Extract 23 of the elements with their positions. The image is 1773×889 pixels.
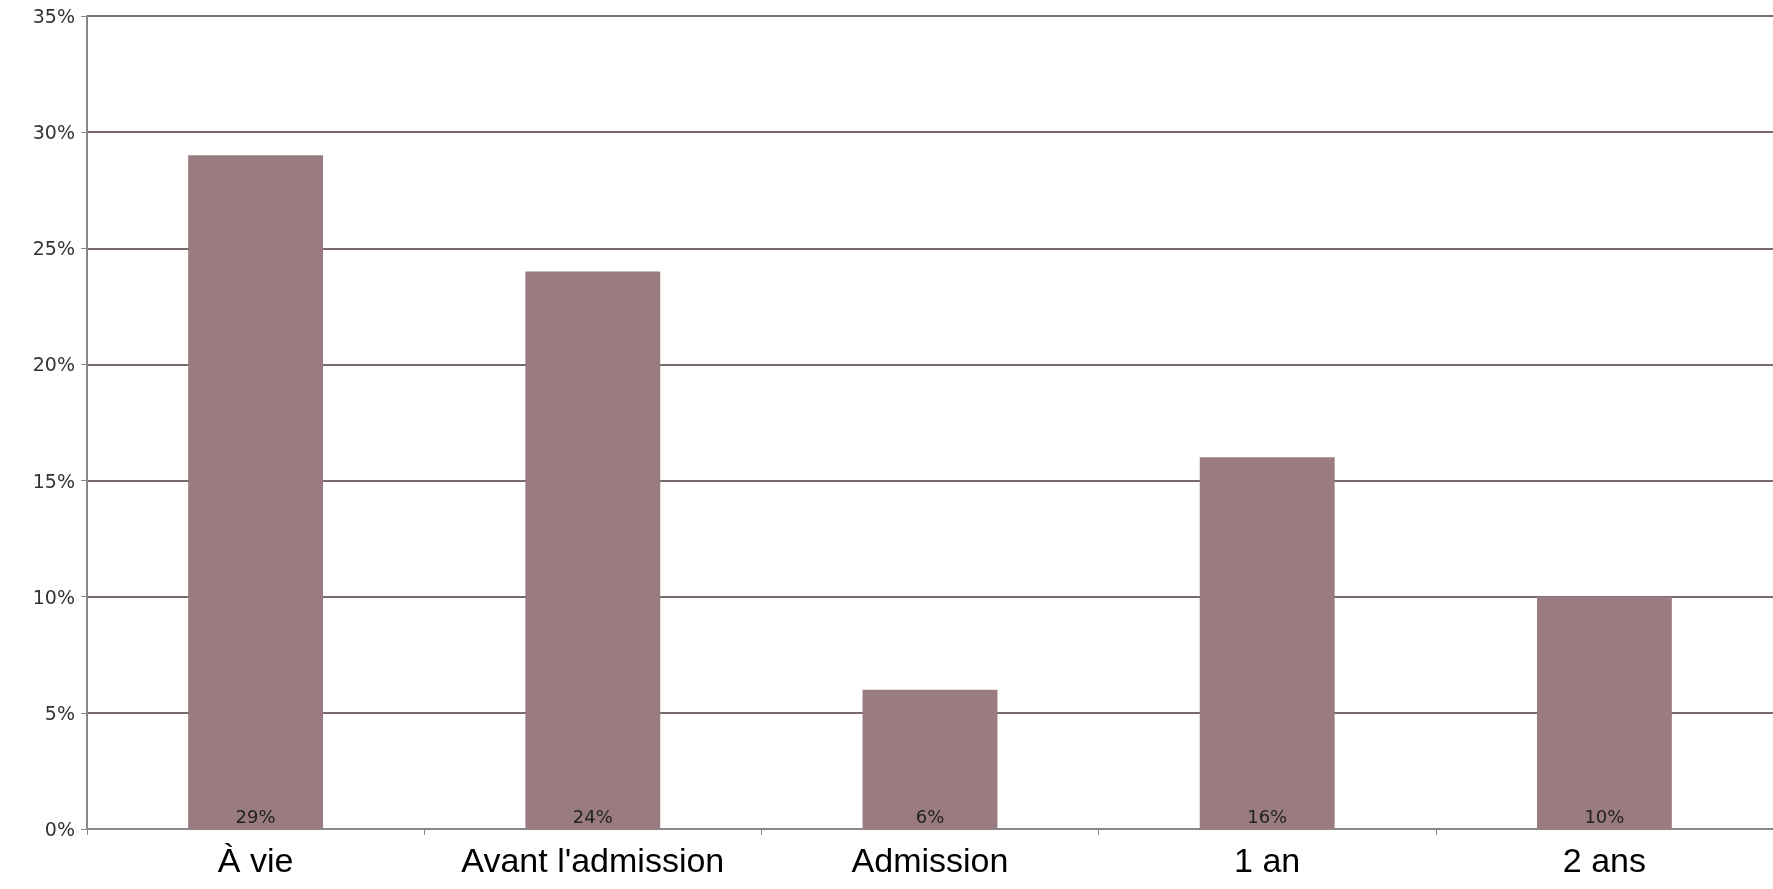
y-tick-label: 15% — [32, 469, 75, 492]
y-tick-label: 0% — [44, 818, 75, 840]
bar — [188, 155, 324, 829]
y-tick-label: 10% — [32, 585, 75, 608]
data-label: 10% — [1584, 805, 1625, 827]
data-label: 29% — [235, 805, 276, 827]
y-tick-label: 5% — [44, 701, 75, 724]
x-tick-label: Admission — [851, 841, 1009, 879]
y-tick-label: 35% — [32, 5, 75, 27]
bar — [1536, 596, 1672, 829]
y-tick-label: 30% — [32, 121, 75, 144]
x-tick-label: 1 an — [1234, 841, 1301, 879]
y-tick-label: 20% — [32, 353, 75, 376]
y-tick-label: 25% — [32, 237, 75, 260]
x-tick-label: À vie — [217, 841, 294, 879]
data-label: 16% — [1247, 805, 1288, 827]
data-label: 6% — [915, 805, 945, 827]
x-tick-label: Avant l'admission — [461, 841, 725, 879]
bar — [862, 689, 998, 829]
data-label: 24% — [572, 805, 613, 827]
bar — [525, 271, 661, 829]
bar — [1199, 457, 1335, 829]
x-tick-label: 2 ans — [1562, 841, 1646, 879]
